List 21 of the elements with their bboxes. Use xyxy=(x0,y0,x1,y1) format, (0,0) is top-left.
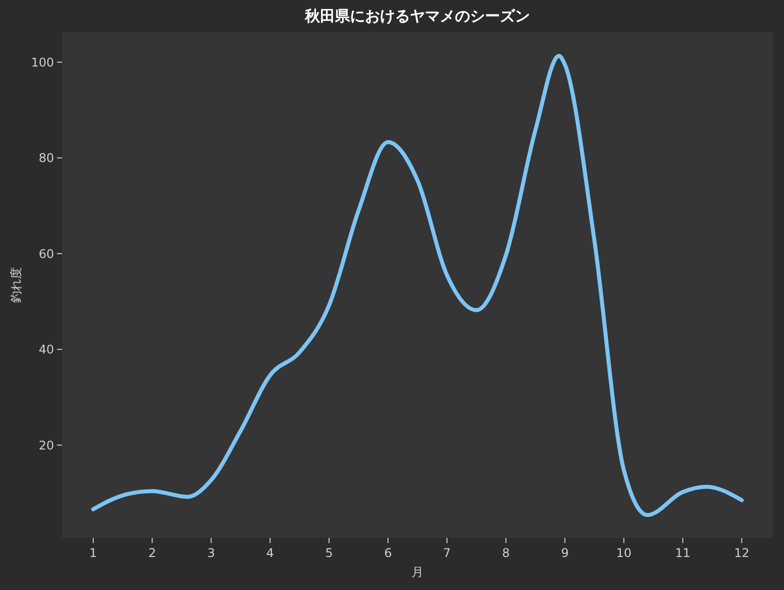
y-tick-label: 40 xyxy=(38,342,54,357)
x-tick-label: 7 xyxy=(443,546,451,560)
y-tick-label: 80 xyxy=(38,151,54,166)
x-tick-label: 11 xyxy=(675,546,690,560)
x-tick-label: 5 xyxy=(325,546,333,560)
x-tick-label: 10 xyxy=(616,546,632,560)
x-tick-label: 6 xyxy=(384,546,392,560)
y-tick-label: 100 xyxy=(31,55,54,70)
chart-title: 秋田県におけるヤマメのシーズン xyxy=(304,7,530,25)
x-tick-label: 8 xyxy=(502,546,510,560)
x-tick-label: 4 xyxy=(266,546,274,560)
y-tick-label: 20 xyxy=(38,438,54,452)
line-series xyxy=(91,54,744,518)
x-tick-label: 9 xyxy=(561,546,569,560)
x-tick-label: 12 xyxy=(734,546,750,560)
y-tick-label: 60 xyxy=(38,246,54,261)
y-axis-title: 釣れ度 xyxy=(9,267,23,303)
x-tick-label: 3 xyxy=(207,546,215,560)
x-tick-label: 2 xyxy=(148,546,156,560)
x-tick-label: 1 xyxy=(89,546,98,560)
x-axis-title: 月 xyxy=(412,565,424,579)
